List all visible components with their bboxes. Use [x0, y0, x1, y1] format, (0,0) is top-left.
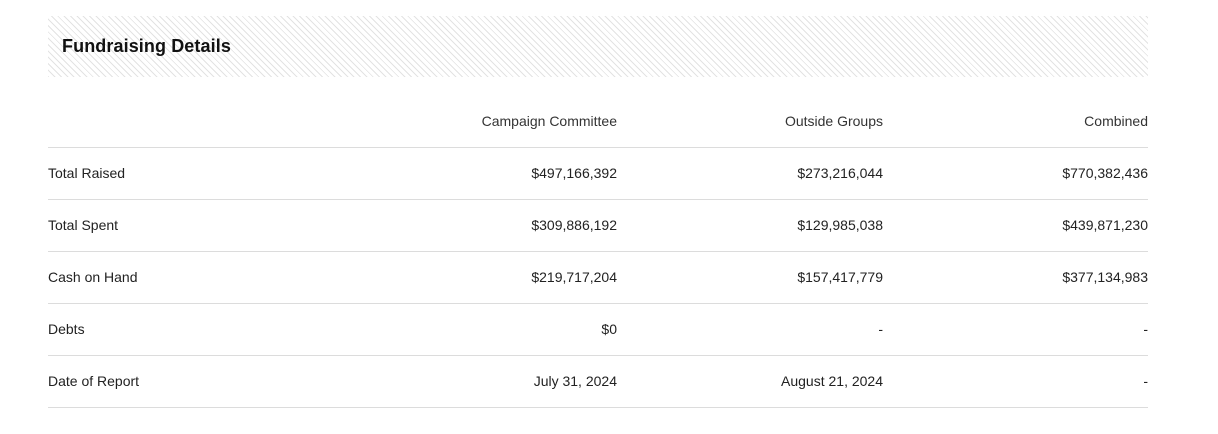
table-row-date-of-report: Date of Report July 31, 2024 August 21, …: [48, 355, 1148, 408]
cell-campaign-committee: $0: [348, 303, 617, 356]
cell-combined: $377,134,983: [883, 251, 1148, 304]
table-header-row: Campaign Committee Outside Groups Combin…: [48, 95, 1148, 148]
fundraising-table: Campaign Committee Outside Groups Combin…: [48, 95, 1148, 408]
cell-outside-groups: August 21, 2024: [617, 355, 883, 408]
column-header-combined: Combined: [883, 95, 1148, 148]
cell-campaign-committee: $309,886,192: [348, 199, 617, 252]
cell-combined: -: [883, 303, 1148, 356]
cell-outside-groups: $157,417,779: [617, 251, 883, 304]
table-row-total-spent: Total Spent $309,886,192 $129,985,038 $4…: [48, 199, 1148, 252]
table-row-debts: Debts $0 - -: [48, 303, 1148, 356]
cell-outside-groups: $273,216,044: [617, 147, 883, 200]
table-row-cash-on-hand: Cash on Hand $219,717,204 $157,417,779 $…: [48, 251, 1148, 304]
fundraising-details-panel: Fundraising Details Campaign Committee O…: [48, 16, 1148, 408]
cell-campaign-committee: $219,717,204: [348, 251, 617, 304]
column-header-blank: [48, 95, 348, 148]
section-header-band: Fundraising Details: [48, 16, 1148, 77]
row-label: Total Raised: [48, 147, 348, 200]
cell-combined: -: [883, 355, 1148, 408]
section-title: Fundraising Details: [62, 36, 231, 56]
cell-combined: $439,871,230: [883, 199, 1148, 252]
row-label: Date of Report: [48, 355, 348, 408]
row-label: Total Spent: [48, 199, 348, 252]
column-header-campaign-committee: Campaign Committee: [348, 95, 617, 148]
row-label: Cash on Hand: [48, 251, 348, 304]
cell-outside-groups: $129,985,038: [617, 199, 883, 252]
row-label: Debts: [48, 303, 348, 356]
cell-campaign-committee: $497,166,392: [348, 147, 617, 200]
cell-campaign-committee: July 31, 2024: [348, 355, 617, 408]
column-header-outside-groups: Outside Groups: [617, 95, 883, 148]
cell-combined: $770,382,436: [883, 147, 1148, 200]
table-row-total-raised: Total Raised $497,166,392 $273,216,044 $…: [48, 147, 1148, 200]
cell-outside-groups: -: [617, 303, 883, 356]
